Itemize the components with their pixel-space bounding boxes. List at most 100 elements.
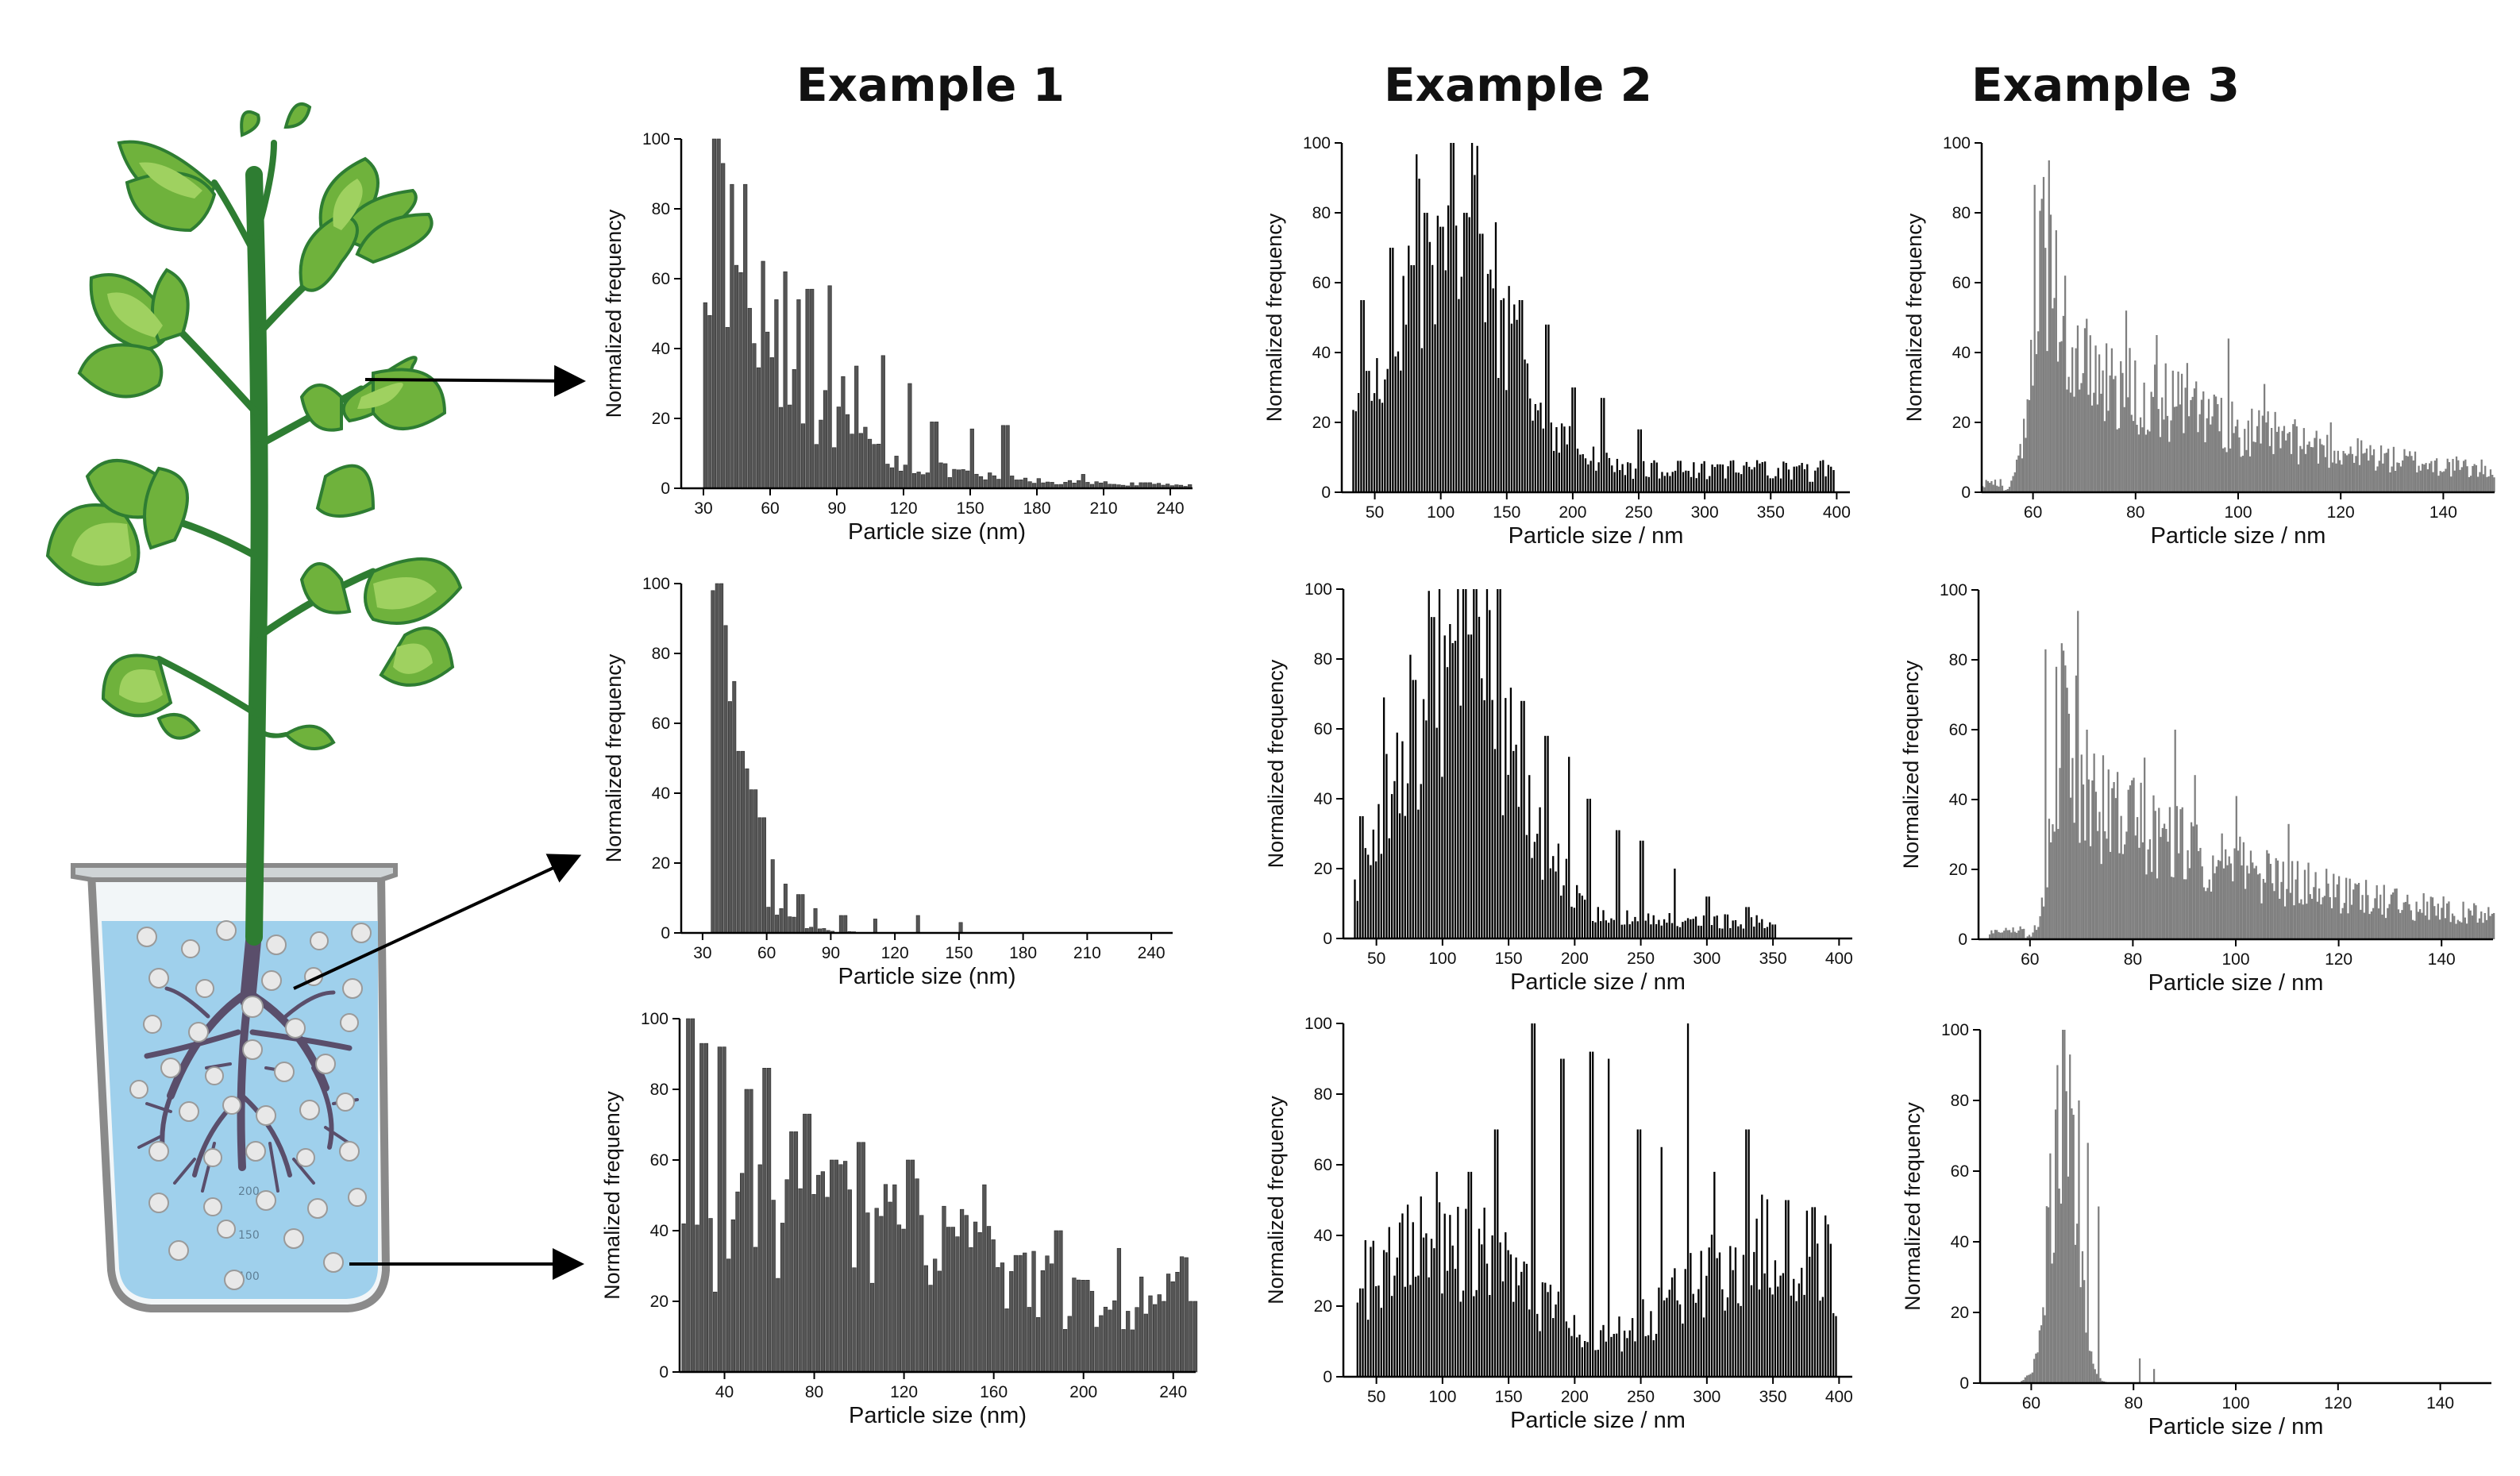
histogram-bar: [1478, 233, 1482, 492]
histogram-bar: [1139, 1276, 1144, 1373]
histogram-bar: [2234, 426, 2237, 492]
histogram-bar: [2321, 444, 2323, 492]
histogram-bar: [1578, 1334, 1581, 1377]
histogram-bar: [1515, 1257, 1517, 1377]
histogram-bar: [708, 1218, 713, 1373]
histogram-bar: [2319, 438, 2322, 492]
histogram-bar: [1827, 1224, 1829, 1377]
histogram-bar: [1374, 861, 1378, 938]
histogram-bar: [2114, 798, 2117, 939]
histogram-bar: [938, 462, 943, 489]
histogram-bar: [1608, 457, 1611, 492]
histogram-bar: [1175, 1271, 1180, 1373]
histogram-bar: [1568, 426, 1571, 492]
histogram-bar: [2375, 470, 2377, 492]
histogram-bar: [1360, 300, 1362, 492]
histogram-bar: [1801, 463, 1803, 492]
x-tick-label: 60: [757, 944, 776, 962]
histogram-bar: [2063, 1030, 2066, 1383]
histogram-bar: [2052, 824, 2054, 939]
histogram-bar: [947, 477, 952, 489]
histogram-bar: [2010, 480, 2013, 492]
histogram-bar: [1624, 475, 1627, 492]
histogram-bar: [1634, 1341, 1636, 1377]
histogram-bar: [2478, 918, 2481, 939]
histogram-bar: [1398, 1222, 1401, 1377]
histogram-bar: [1433, 617, 1435, 938]
histogram-bar: [1668, 913, 1670, 938]
histogram-bar: [2093, 753, 2095, 939]
histogram-bar: [2031, 1372, 2033, 1383]
y-tick-label: 20: [652, 854, 670, 873]
histogram-bar: [1718, 1252, 1721, 1377]
histogram-bar: [2088, 1351, 2091, 1383]
x-tick-label: 60: [761, 499, 779, 518]
histogram-bar: [1589, 1051, 1592, 1377]
histogram-bar: [1676, 1300, 1678, 1377]
histogram-bar: [1501, 815, 1505, 938]
x-tick-label: 150: [1495, 950, 1523, 968]
histogram-bar: [850, 434, 854, 489]
histogram-bar: [2204, 442, 2206, 492]
histogram-bar: [2341, 464, 2343, 492]
histogram-bar: [2469, 910, 2472, 939]
histogram-bar: [2111, 788, 2113, 939]
histogram-bar: [2473, 903, 2476, 939]
histogram-bar: [766, 907, 771, 934]
histogram-bar: [2299, 445, 2302, 492]
histogram-bar: [1121, 1329, 1126, 1373]
histogram-bar: [2296, 861, 2299, 939]
histogram-bar: [2226, 865, 2229, 939]
histogram-bar: [1157, 1294, 1162, 1373]
histogram-bar: [1549, 868, 1552, 938]
histogram-bar: [2429, 896, 2432, 939]
histogram-bar: [2433, 461, 2437, 492]
y-tick-label: 0: [661, 480, 670, 498]
histogram-bar: [2127, 789, 2129, 939]
x-tick-label: 160: [980, 1383, 1008, 1401]
histogram-bar: [2062, 650, 2065, 939]
histogram-bar: [2244, 429, 2246, 492]
histogram-bar: [2229, 863, 2233, 939]
histogram-bar: [1570, 1335, 1573, 1377]
histogram-bar: [717, 1046, 722, 1373]
histogram-bar: [2237, 850, 2240, 939]
histogram-bar: [982, 1184, 987, 1373]
x-tick-label: 50: [1367, 1388, 1385, 1406]
y-tick-label: 100: [641, 1010, 669, 1028]
histogram-bar: [2242, 842, 2245, 939]
histogram-bar: [2044, 649, 2047, 939]
histogram-bar: [2419, 470, 2422, 492]
x-tick-label: 120: [889, 499, 917, 518]
histogram-bar: [1817, 467, 1819, 492]
histogram-bar: [1389, 248, 1392, 492]
histogram-bar: [1779, 478, 1782, 492]
histogram-bar: [1401, 741, 1404, 938]
leaves: [45, 102, 463, 750]
histogram-bar: [2399, 466, 2402, 492]
histogram-bar: [2436, 458, 2438, 492]
histogram-bar: [2060, 341, 2063, 492]
y-tick-label: 0: [1321, 484, 1331, 502]
histogram-bar: [2475, 905, 2477, 939]
histogram-bar: [1832, 470, 1835, 492]
histogram-bar: [1565, 1321, 1568, 1377]
histogram-bar: [2246, 865, 2248, 939]
histogram-bar: [2421, 464, 2424, 492]
y-tick-label: 100: [642, 130, 670, 148]
y-axis-label: Normalized frequency: [1262, 213, 1286, 422]
histogram-bar: [2048, 160, 2050, 492]
histogram-bar: [1705, 1275, 1708, 1377]
histogram-bar: [1737, 472, 1740, 492]
histogram-bar: [1692, 919, 1694, 938]
histogram-bar: [1613, 1334, 1615, 1377]
histogram-bar: [858, 433, 863, 489]
histogram-bar: [2426, 469, 2429, 492]
histogram-bar: [1586, 1342, 1589, 1377]
histogram-bar: [1605, 920, 1607, 938]
histogram-bar: [1576, 449, 1579, 492]
histogram-bar: [2222, 868, 2225, 939]
histogram-bar: [1602, 910, 1605, 938]
histogram-bar: [992, 475, 996, 489]
